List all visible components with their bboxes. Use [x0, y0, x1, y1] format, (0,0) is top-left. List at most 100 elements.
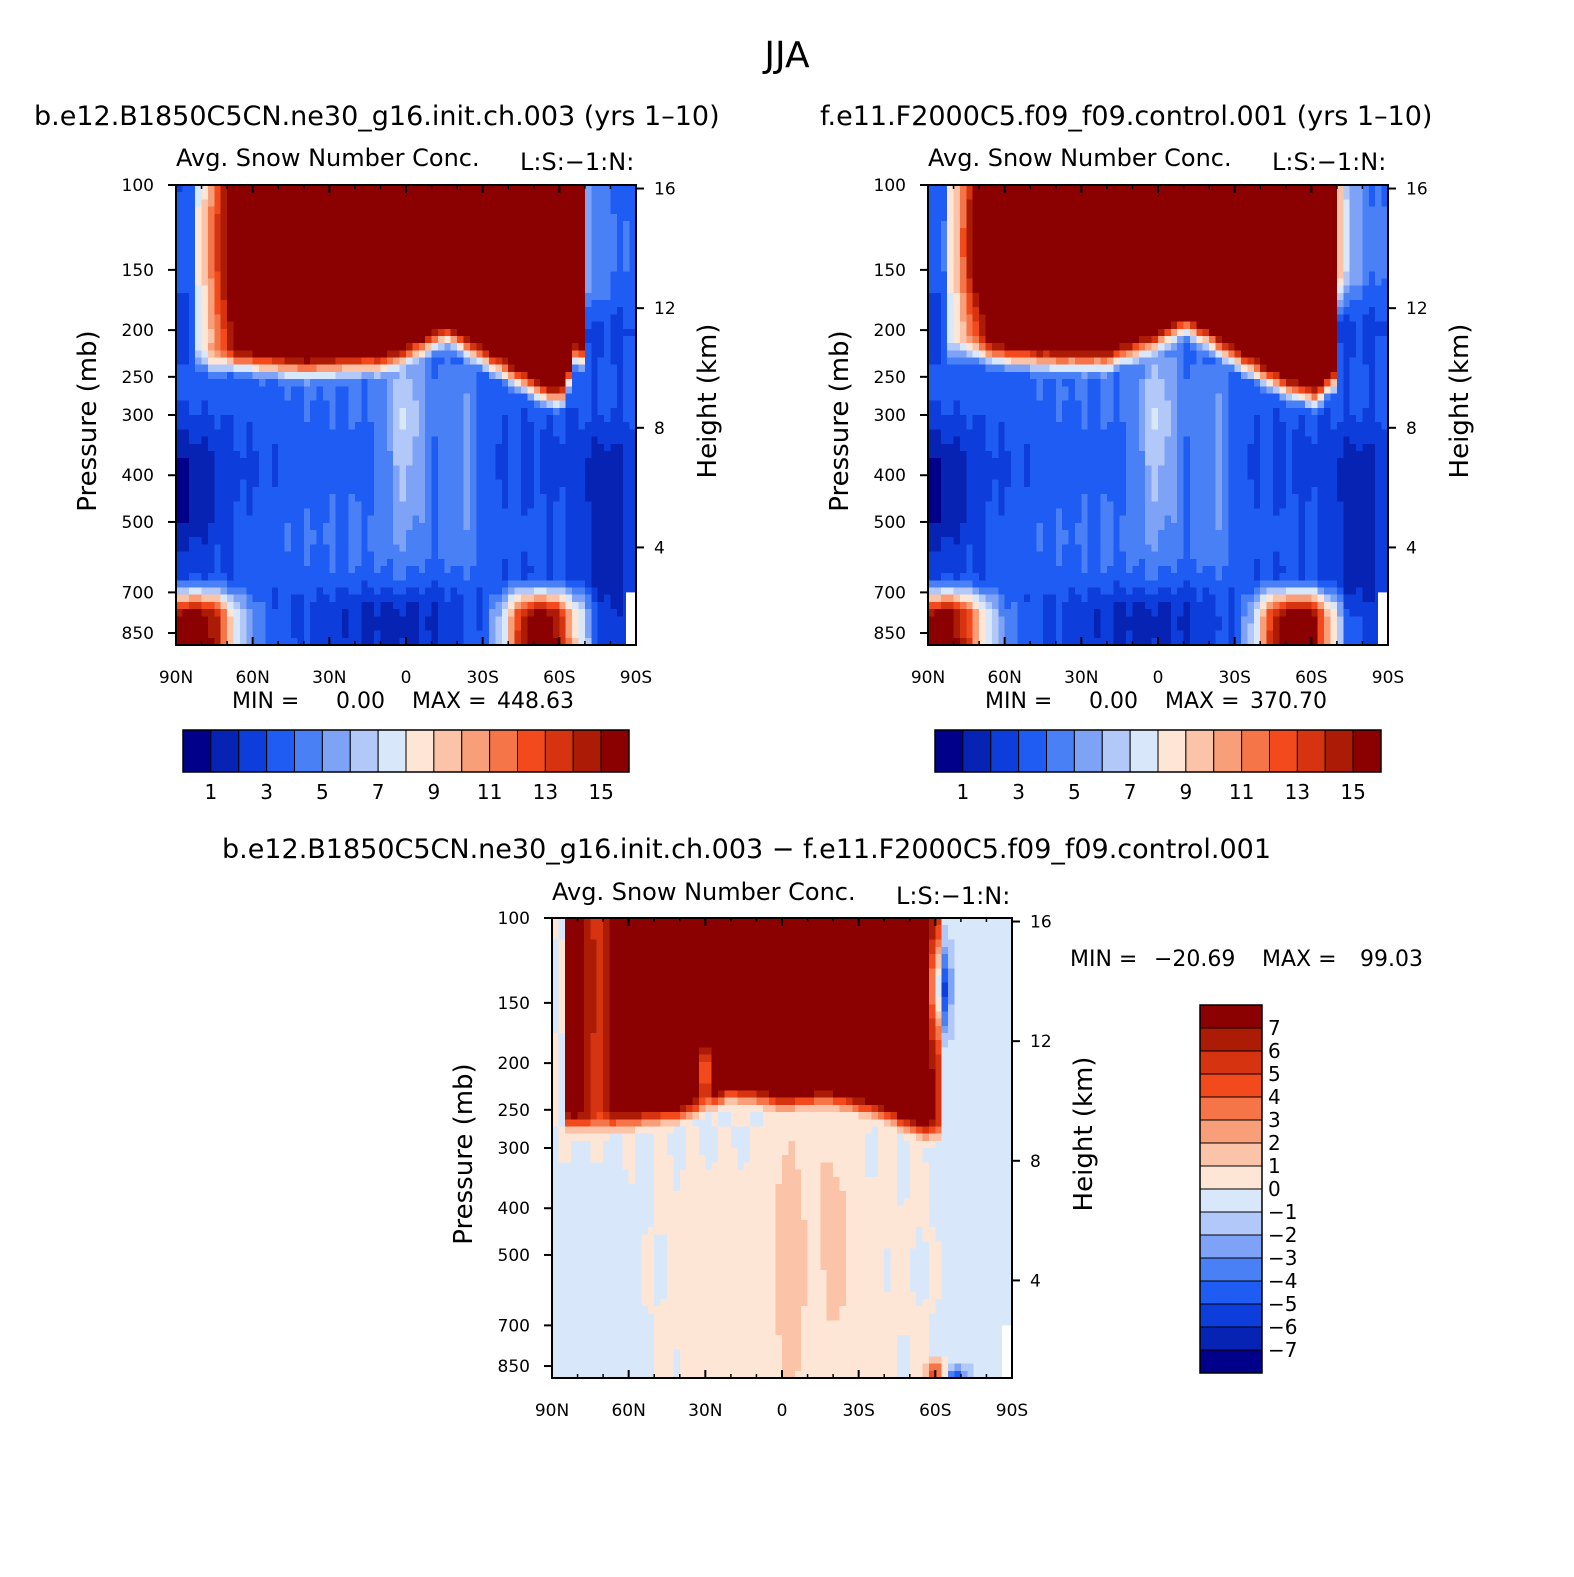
contour-cell [540, 264, 548, 272]
contour-cell [322, 573, 330, 581]
contour-cell [291, 328, 298, 337]
contour-cell [584, 192, 592, 200]
contour-cell [521, 407, 528, 416]
contour-cell [418, 530, 426, 538]
contour-cell [495, 328, 503, 337]
contour-cell [374, 379, 382, 387]
contour-cell [540, 458, 548, 466]
contour-cell [514, 264, 522, 272]
contour-cell [342, 486, 350, 495]
contour-cell [399, 228, 407, 236]
contour-cell [246, 623, 254, 632]
contour-cell [271, 393, 279, 402]
contour-cell [591, 228, 599, 236]
contour-cell [354, 307, 362, 315]
contour-cell [297, 537, 305, 545]
contour-cell [572, 530, 580, 538]
contour-cell [348, 407, 356, 416]
contour-cell [527, 256, 535, 265]
contour-cell [310, 271, 318, 280]
contour-cell [214, 458, 222, 466]
contour-cell [412, 242, 420, 251]
contour-cell [546, 235, 554, 244]
contour-cell [303, 192, 311, 200]
contour-cell [476, 551, 484, 560]
contour-cell [176, 314, 183, 323]
contour-cell [572, 393, 580, 402]
contour-cell [214, 206, 222, 215]
contour-cell [316, 185, 324, 193]
contour-cell [220, 199, 228, 208]
contour-cell [182, 364, 190, 373]
contour-cell [527, 199, 535, 208]
contour-cell [227, 458, 235, 466]
contour-cell [501, 565, 509, 574]
contour-cell [604, 501, 612, 510]
contour-cell [1330, 199, 1338, 208]
contour-cell [259, 544, 267, 553]
colorbar-box [544, 729, 574, 773]
contour-cell [463, 343, 471, 351]
contour-cell [444, 458, 452, 466]
contour-cell [406, 415, 413, 423]
contour-cell [489, 458, 497, 466]
contour-cell [393, 199, 401, 208]
contour-cell [629, 479, 637, 488]
contour-cell [444, 185, 452, 193]
contour-cell [195, 343, 203, 351]
contour-cell [335, 364, 343, 373]
contour-cell [252, 429, 260, 438]
contour-cell [265, 350, 273, 359]
contour-cell [329, 537, 337, 545]
contour-cell [495, 508, 503, 517]
contour-cell [437, 458, 445, 466]
contour-cell [227, 300, 235, 308]
contour-cell [214, 371, 222, 380]
contour-cell [546, 486, 554, 495]
contour-cell [604, 623, 612, 632]
contour-cell [227, 242, 235, 251]
contour-cell [489, 616, 497, 625]
contour-cell [303, 465, 311, 474]
contour-cell [195, 292, 203, 301]
contour-cell [533, 213, 541, 222]
contour-cell [463, 450, 471, 459]
contour-cell [207, 199, 215, 208]
contour-cell [278, 623, 286, 632]
contour-cell [604, 551, 612, 560]
contour-cell [584, 558, 592, 567]
contour-cell [271, 544, 279, 553]
contour-cell [271, 436, 279, 445]
contour-cell [482, 364, 490, 373]
contour-cell [399, 249, 407, 258]
contour-cell [444, 601, 452, 610]
contour-cell [476, 278, 484, 287]
contour-cell [380, 393, 388, 402]
contour-cell [310, 314, 318, 323]
contour-cell [476, 637, 484, 646]
contour-cell [182, 429, 190, 438]
contour-cell [495, 185, 503, 193]
contour-cell [572, 321, 580, 330]
contour-cell [316, 335, 324, 344]
contour-cell [546, 314, 554, 323]
contour-cell [508, 450, 516, 459]
contour-cell [572, 335, 580, 344]
contour-cell [207, 206, 215, 215]
colorbar-label: 15 [588, 780, 613, 804]
contour-cell [1368, 199, 1376, 208]
contour-cell [610, 544, 618, 553]
contour-cell [374, 228, 382, 236]
contour-cell [374, 522, 382, 531]
contour-cell [1100, 192, 1108, 200]
contour-cell [342, 637, 350, 646]
contour-cell [291, 508, 298, 517]
colorbar-box [461, 729, 491, 773]
contour-cell [489, 343, 497, 351]
contour-cell [1158, 192, 1165, 200]
contour-cell [342, 537, 350, 545]
contour-cell [527, 436, 535, 445]
contour-cell [252, 371, 260, 380]
contour-cell [578, 407, 586, 416]
contour-cell [220, 357, 228, 366]
